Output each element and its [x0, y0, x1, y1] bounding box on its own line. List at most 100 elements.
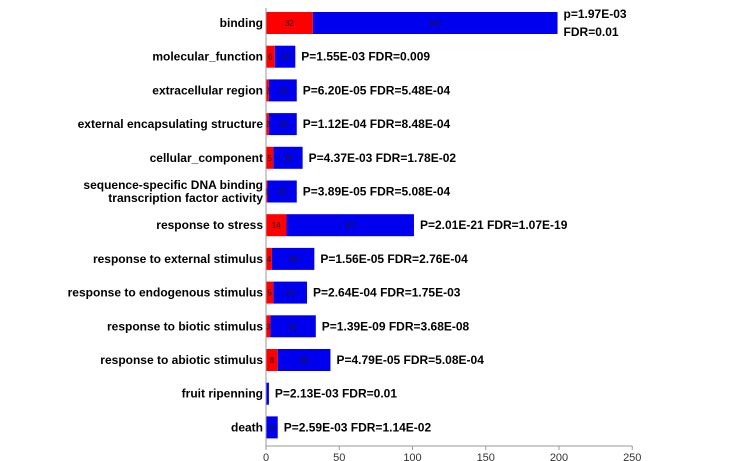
- red-value-label: 14: [272, 221, 281, 230]
- bar-segment-red: [266, 349, 278, 371]
- blue-value-label: 31: [289, 322, 298, 331]
- stat-label: P=1.39E-09 FDR=3.68E-08: [322, 319, 470, 333]
- stat-label: p=1.97E-03 FDR=0.01: [564, 7, 627, 39]
- x-tick-label: 50: [333, 452, 345, 461]
- red-value-label: 8: [270, 356, 275, 365]
- bar-segment-red: [266, 315, 271, 338]
- category-label-line: molecular_function: [152, 50, 263, 64]
- x-tick-label: 100: [403, 452, 421, 461]
- stat-label-line: P=2.01E-21 FDR=1.07E-19: [420, 218, 568, 232]
- stat-label-line: FDR=0.01: [564, 25, 619, 39]
- red-value-label: 3: [266, 322, 271, 331]
- stat-label-line: P=2.64E-04 FDR=1.75E-03: [313, 286, 461, 300]
- stat-label: P=6.20E-05 FDR=5.48E-04: [303, 83, 451, 97]
- category-label: response to endogenous stimulus: [68, 286, 264, 300]
- x-tick-label: 200: [550, 452, 568, 461]
- stat-label-line: P=1.12E-04 FDR=8.48E-04: [303, 117, 451, 131]
- category-label: external encapsulating structure: [78, 117, 264, 131]
- blue-value-label: 23: [286, 289, 295, 298]
- stat-label: P=2.01E-21 FDR=1.07E-19: [420, 218, 568, 232]
- blue-value-label: 167: [429, 19, 443, 28]
- bar-segment-blue: [312, 12, 558, 34]
- stat-label-line: P=3.89E-05 FDR=5.08E-04: [303, 185, 451, 199]
- stat-label: P=2.64E-04 FDR=1.75E-03: [313, 286, 461, 300]
- category-label: response to abiotic stimulus: [100, 353, 263, 367]
- blue-value-label: 29: [289, 255, 298, 264]
- category-label: binding: [220, 16, 263, 30]
- category-label: cellular_component: [150, 151, 263, 165]
- stat-label: P=4.79E-05 FDR=5.08E-04: [336, 353, 484, 367]
- category-label-line: transcription factor activity: [108, 191, 263, 205]
- category-label: response to external stimulus: [93, 252, 263, 266]
- bar-segment-red: [266, 146, 274, 169]
- bar-segment-red: [266, 247, 272, 270]
- bar-segment-blue: [271, 247, 315, 270]
- category-label-line: extracellular region: [152, 83, 263, 97]
- stat-label-line: P=1.55E-03 FDR=0.009: [301, 50, 430, 64]
- bar-segment-blue: [266, 416, 278, 439]
- bar-segment-blue: [274, 45, 296, 68]
- stat-label-line: P=4.79E-05 FDR=5.08E-04: [336, 353, 484, 367]
- category-label-line: response to stress: [156, 218, 263, 232]
- category-label-line: response to abiotic stimulus: [100, 353, 263, 367]
- stat-label-line: P=1.56E-05 FDR=2.76E-04: [320, 252, 468, 266]
- category-label: molecular_function: [152, 50, 263, 64]
- bar-segment-blue: [267, 180, 297, 203]
- category-label: response to biotic stimulus: [107, 319, 263, 333]
- category-label: sequence-specific DNA binding transcripti…: [83, 178, 263, 205]
- bar-segment-red: [266, 45, 275, 68]
- stat-label: P=2.59E-03 FDR=1.14E-02: [284, 420, 432, 434]
- blue-value-label: 19: [278, 86, 287, 95]
- category-label-line: response to biotic stimulus: [107, 319, 263, 333]
- stat-label: P=2.13E-03 FDR=0.01: [275, 387, 397, 401]
- category-label: response to stress: [156, 218, 263, 232]
- category-label: death: [231, 420, 263, 434]
- red-value-label: 6: [268, 53, 273, 62]
- category-label: fruit ripenning: [182, 387, 263, 401]
- red-value-label: 5: [267, 289, 272, 298]
- stat-label-line: P=1.39E-09 FDR=3.68E-08: [322, 319, 470, 333]
- category-label-line: binding: [220, 16, 263, 30]
- blue-value-label: 19: [278, 120, 287, 129]
- bar-segment-blue: [273, 281, 308, 304]
- red-value-label: 2: [265, 120, 270, 129]
- bar-segment-red: [266, 281, 274, 304]
- category-label-line: cellular_component: [150, 151, 263, 165]
- stat-label: P=4.37E-03 FDR=1.78E-02: [309, 151, 457, 165]
- bar-segment-blue: [266, 382, 269, 405]
- stat-label: P=3.89E-05 FDR=5.08E-04: [303, 185, 451, 199]
- red-value-label: 32: [285, 19, 294, 28]
- blue-value-label: 20: [278, 188, 287, 197]
- category-label-line: response to external stimulus: [93, 252, 263, 266]
- bar-segment-blue: [273, 146, 303, 169]
- category-label-line: sequence-specific DNA binding: [83, 178, 263, 192]
- blue-value-label: 8: [270, 423, 275, 432]
- x-tick-label: 150: [477, 452, 495, 461]
- x-tick-label: 0: [263, 452, 269, 461]
- bar-segment-red: [266, 214, 287, 237]
- red-value-label: 4: [267, 255, 272, 264]
- bar-segment-blue: [268, 79, 297, 102]
- blue-value-label: 87: [346, 221, 355, 230]
- stat-label-line: P=6.20E-05 FDR=5.48E-04: [303, 83, 451, 97]
- stat-label: P=1.56E-05 FDR=2.76E-04: [320, 252, 468, 266]
- stat-label-line: P=2.59E-03 FDR=1.14E-02: [284, 420, 432, 434]
- category-label-line: response to endogenous stimulus: [68, 286, 264, 300]
- stat-label-line: p=1.97E-03: [564, 7, 627, 21]
- blue-value-label: 14: [281, 53, 290, 62]
- stat-label: P=1.12E-04 FDR=8.48E-04: [303, 117, 451, 131]
- red-value-label: 5: [267, 154, 272, 163]
- bar-segment-blue: [277, 349, 331, 371]
- bar-segment-blue: [268, 113, 297, 136]
- bar-segment-red: [266, 180, 268, 203]
- bar-segment-red: [266, 113, 269, 136]
- blue-value-label: 36: [300, 356, 309, 365]
- x-axis: 0 50 100 150 200 250: [263, 8, 641, 461]
- category-label-line: external encapsulating structure: [78, 117, 264, 131]
- category-label: extracellular region: [152, 83, 263, 97]
- blue-value-label: 20: [284, 154, 293, 163]
- bar-segment-blue: [286, 214, 414, 237]
- category-label-line: fruit ripenning: [182, 387, 263, 401]
